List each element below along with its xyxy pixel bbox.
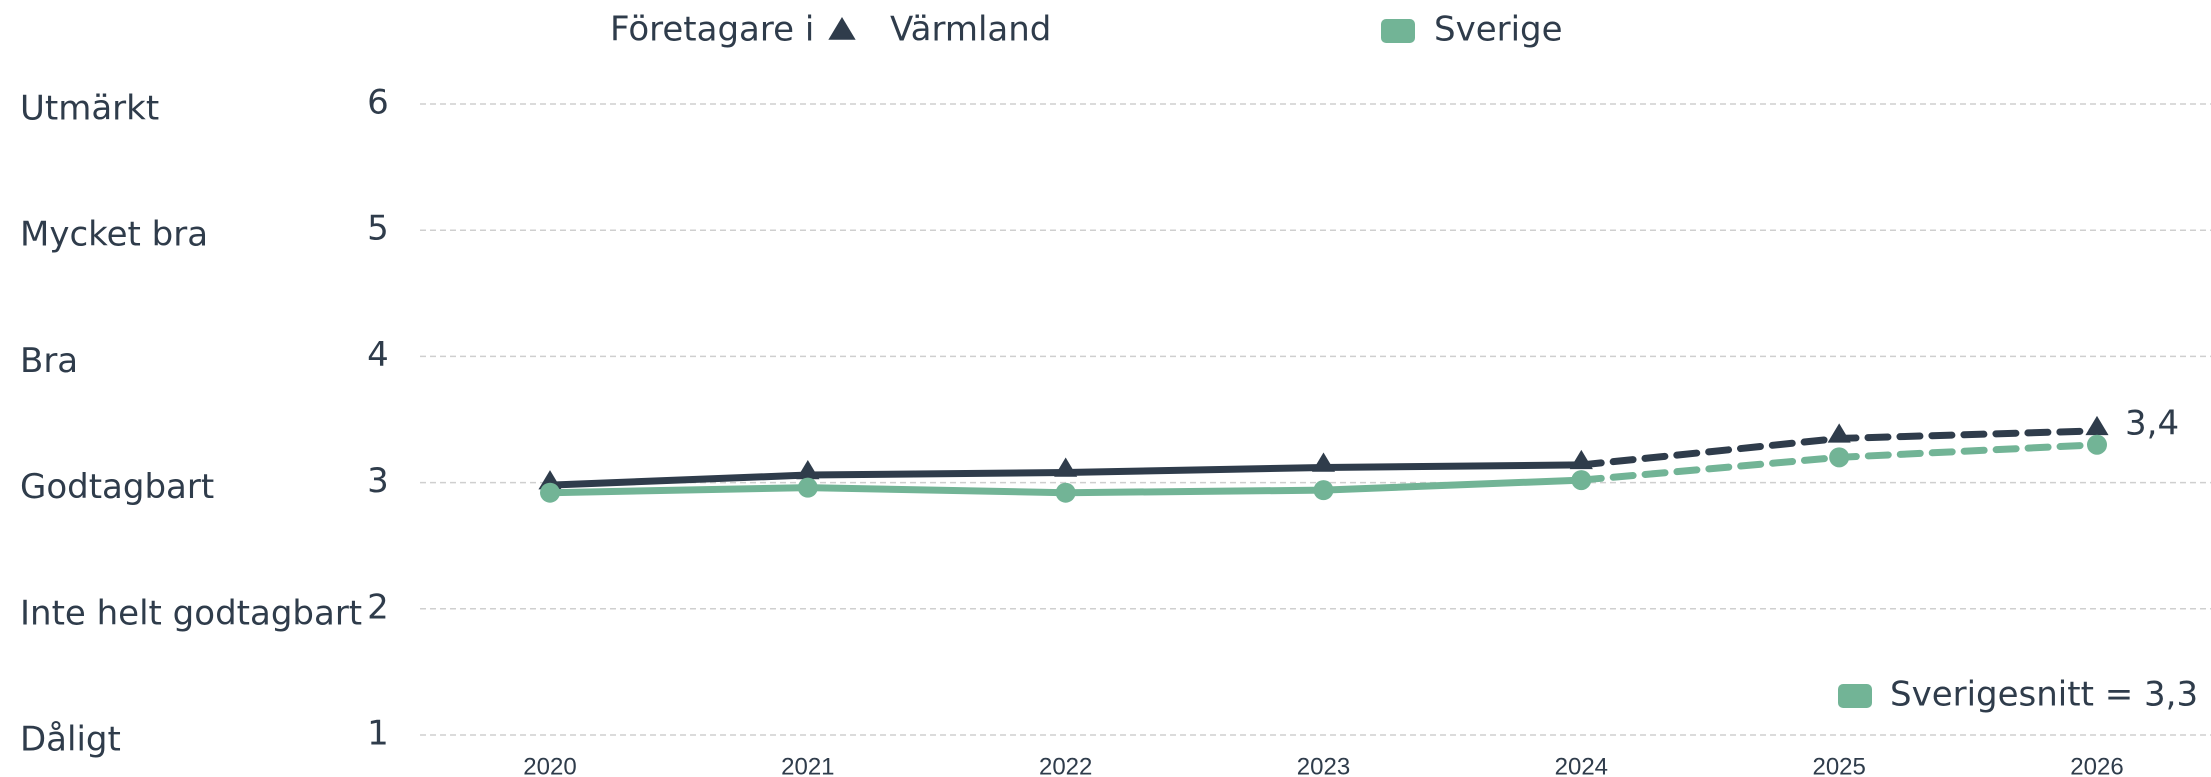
x-tick-label: 2020 <box>523 753 576 777</box>
marker <box>2085 415 2109 436</box>
marker <box>1055 482 1076 503</box>
y-tick-name: Bra <box>20 341 78 381</box>
marker <box>1829 447 1850 468</box>
legend-swatch <box>1381 19 1415 43</box>
y-tick-name: Utmärkt <box>20 89 159 129</box>
marker <box>1054 457 1078 477</box>
marker <box>1313 480 1334 501</box>
marker <box>1571 470 1592 491</box>
legend-label: Värmland <box>890 10 1051 50</box>
y-tick-label: 3 <box>367 461 389 501</box>
y-tick-name: Inte helt godtagbart <box>20 593 362 633</box>
x-tick-label: 2026 <box>2070 753 2123 777</box>
y-tick-name: Dåligt <box>20 720 121 760</box>
marker <box>797 477 818 498</box>
marker <box>1569 449 1593 470</box>
legend-swatch <box>828 17 856 40</box>
marker <box>540 482 560 503</box>
annotation-swatch <box>1838 684 1872 708</box>
x-tick-label: 2023 <box>1297 753 1350 777</box>
y-tick-label: 4 <box>367 335 389 375</box>
marker <box>2087 434 2107 455</box>
y-tick-name: Godtagbart <box>20 467 214 507</box>
x-tick-label: 2022 <box>1039 753 1092 777</box>
y-tick-name: Mycket bra <box>20 215 208 255</box>
legend-title: Företagare i <box>610 10 814 50</box>
marker <box>796 460 820 480</box>
y-tick-label: 2 <box>367 587 389 627</box>
y-tick-label: 6 <box>367 83 389 123</box>
legend-label: Sverige <box>1434 10 1563 50</box>
x-tick-label: 2025 <box>1812 753 1865 777</box>
annotation: Sverigesnitt = 3,3 <box>1890 675 2198 715</box>
data-label: 3,4 <box>2125 403 2179 443</box>
x-tick-label: 2021 <box>781 753 834 777</box>
marker <box>1827 423 1851 443</box>
y-tick-label: 5 <box>367 209 389 249</box>
y-tick-label: 1 <box>367 714 389 754</box>
marker <box>1311 452 1336 472</box>
x-tick-label: 2024 <box>1555 753 1608 777</box>
